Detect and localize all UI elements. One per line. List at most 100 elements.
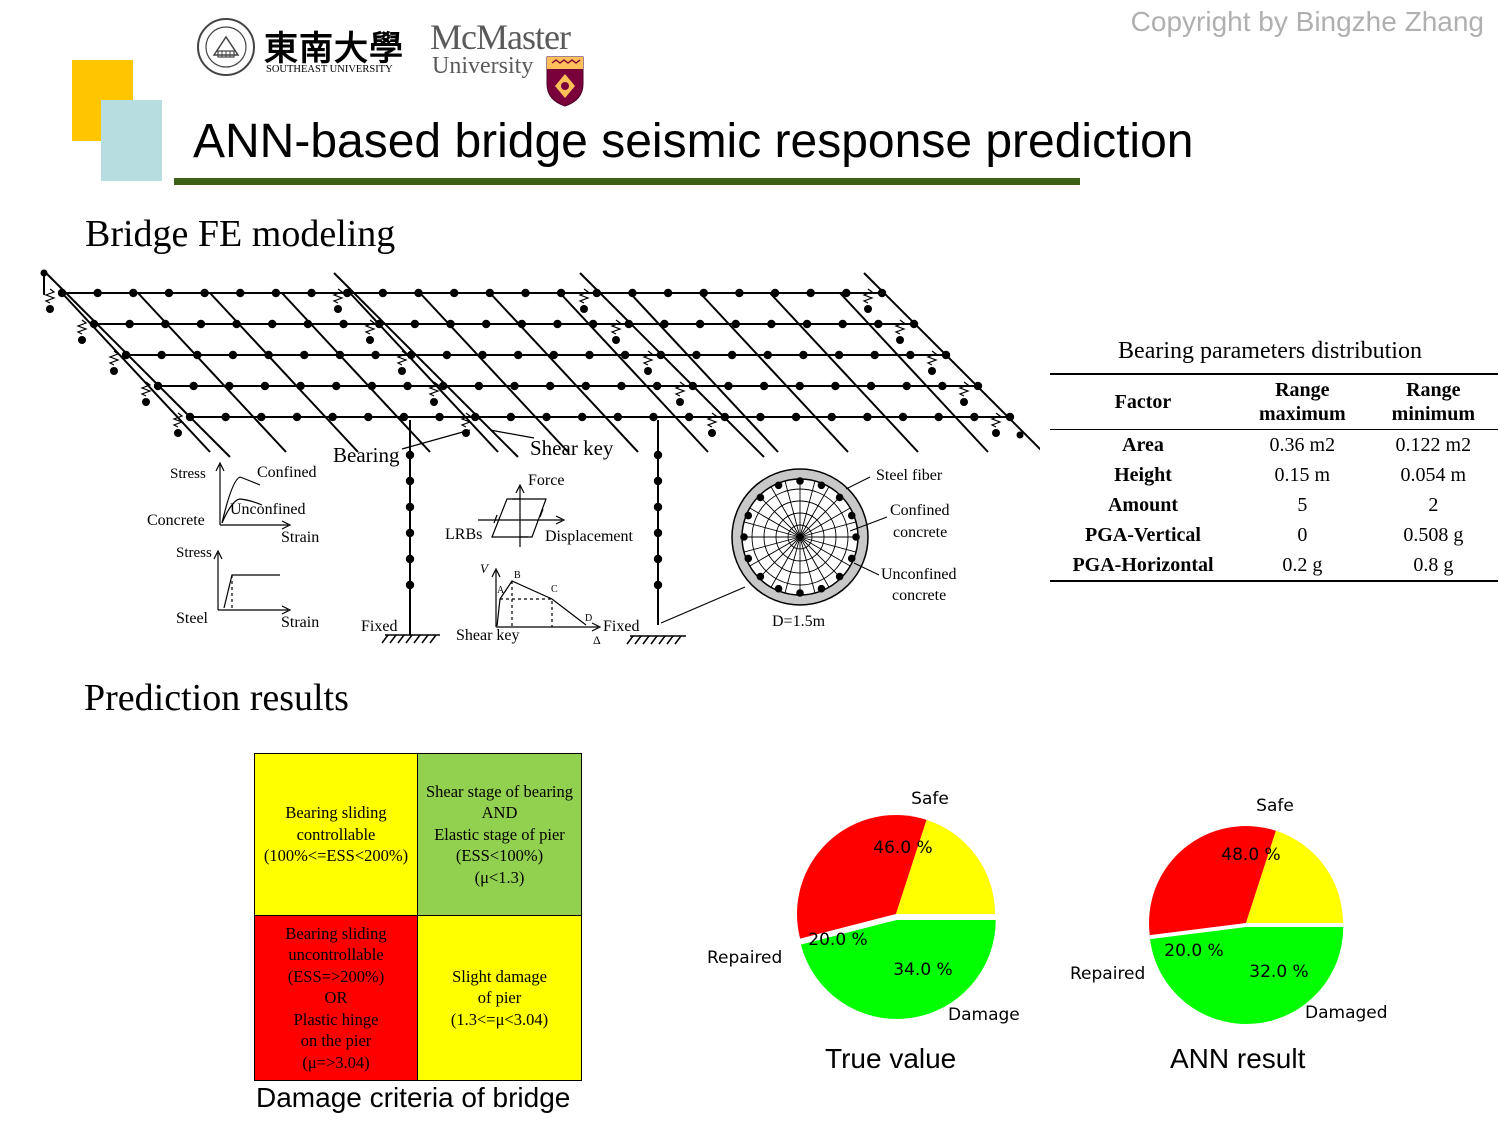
deck-node (364, 412, 373, 422)
deck-node (435, 412, 444, 422)
steel-fiber-node (774, 481, 783, 490)
pier-node (653, 528, 663, 538)
pier-node (653, 554, 663, 564)
steel-fiber-node (756, 493, 765, 502)
spring-icon (894, 319, 906, 335)
pier-node (405, 476, 415, 486)
deck-node (378, 288, 388, 298)
label-unconfined-concrete-2: concrete (892, 587, 946, 604)
spring-icon (610, 319, 622, 335)
table-row: Amount 5 2 (1050, 490, 1498, 520)
spring-icon (172, 412, 184, 428)
label-delta: Δ (593, 633, 601, 647)
deck-node (1005, 412, 1015, 422)
deck-node (446, 319, 455, 329)
deck-node (831, 381, 840, 391)
label-b: B (514, 570, 521, 581)
pie-label-safe: Safe (911, 789, 949, 809)
deck-node (481, 319, 491, 329)
spring-icon (642, 350, 654, 366)
southeast-seal-icon (197, 18, 255, 76)
spring-icon (958, 381, 970, 397)
deck-node (449, 288, 459, 298)
bearing-node (174, 429, 182, 437)
section-heading-fe-modeling: Bridge FE modeling (85, 213, 396, 255)
pie-label-repaired: Repaired (707, 948, 782, 968)
bearing-node (864, 305, 872, 313)
deck-node (902, 381, 911, 391)
table-header-row: Factor Range maximum Range minimum (1050, 373, 1498, 430)
deck-node (335, 350, 345, 360)
table-header-range-minimum: Range minimum (1368, 373, 1498, 430)
steel-fiber-node (740, 533, 748, 541)
pie-slice-repaired (896, 819, 995, 914)
bearing-node (676, 398, 684, 406)
fixed-supports (381, 634, 686, 645)
damage-cell-bearing-sliding-controllable: Bearing sliding controllable (100%<=ESS<… (255, 754, 418, 916)
bearing-table-caption: Bearing parameters distribution (1118, 338, 1422, 364)
deck-node (93, 288, 102, 298)
bearing-node (110, 367, 118, 375)
deck-node (189, 381, 198, 391)
deck-node (196, 319, 206, 329)
deck-node (799, 350, 808, 360)
bridge-deck-nodes (40, 269, 1024, 439)
deck-node (756, 412, 765, 422)
pier-node (405, 580, 415, 590)
bearing-node (366, 336, 374, 344)
steel-fiber-node (847, 554, 856, 563)
table-cell: 0.36 m2 (1269, 434, 1336, 456)
deck-node (806, 288, 815, 298)
damage-cell-elastic-stage: Shear stage of bearing AND Elastic stage… (418, 754, 581, 916)
deck-node (842, 288, 851, 298)
deck-node (688, 381, 697, 391)
bearing-node (896, 336, 904, 344)
spring-icon (862, 288, 874, 304)
pie-slice-repaired (1246, 830, 1343, 923)
pie-chart-ann-result: Safe Damaged Repaired 48.0 % 32.0 % 20.0… (1070, 796, 1388, 1024)
mcmaster-university-logo: McMaster University (430, 18, 590, 110)
deck-node (260, 381, 270, 391)
deck-node (624, 319, 633, 329)
deck-node (870, 350, 879, 360)
deck-node (157, 350, 166, 360)
pie-slice-damaged (1149, 826, 1276, 936)
label-shear-key-law: Shear key (456, 627, 520, 644)
spring-icon (428, 381, 440, 397)
shear-key-force-displacement-plot (491, 567, 602, 632)
mcmaster-name: McMaster (430, 17, 571, 57)
bearing-node (334, 305, 342, 313)
label-confined: Confined (257, 464, 317, 481)
spring-icon (706, 412, 718, 428)
copyright-notice: Copyright by Bingzhe Zhang (1130, 6, 1484, 37)
label-unconfined-concrete-1: Unconfined (881, 566, 957, 583)
pie-caption-true-value: True value (825, 1043, 957, 1074)
deck-node (193, 350, 202, 360)
deck-node (236, 288, 245, 298)
deck-node (795, 381, 804, 391)
deck-node (121, 350, 131, 360)
table-cell: 0.15 m (1274, 464, 1331, 486)
deck-node (296, 381, 305, 391)
deck-node (343, 288, 352, 298)
steel-fiber-node (835, 572, 844, 581)
deck-node (649, 412, 658, 422)
deck-node (577, 412, 587, 422)
steel-fiber-node (796, 589, 804, 597)
pier-node (405, 528, 415, 538)
pie-pct-safe: 46.0 % (873, 838, 932, 858)
deck-node (727, 350, 737, 360)
deck-node (692, 350, 701, 360)
bearing-node (142, 398, 150, 406)
southeast-english-name: SOUTHEAST UNIVERSITY (266, 64, 393, 75)
deck-node (973, 381, 983, 391)
table-row: PGA-Horizontal 0.2 g 0.8 g (1050, 550, 1498, 582)
table-cell: 0.508 g (1403, 524, 1464, 546)
deck-node (877, 288, 887, 298)
steel-fiber-node (852, 533, 860, 541)
steel-fiber-node (847, 511, 856, 520)
label-a: A (497, 585, 505, 596)
table-row: Area 0.36 m2 0.122 m2 (1050, 430, 1498, 461)
deck-node (791, 412, 801, 422)
label-displacement: Displacement (545, 528, 634, 545)
